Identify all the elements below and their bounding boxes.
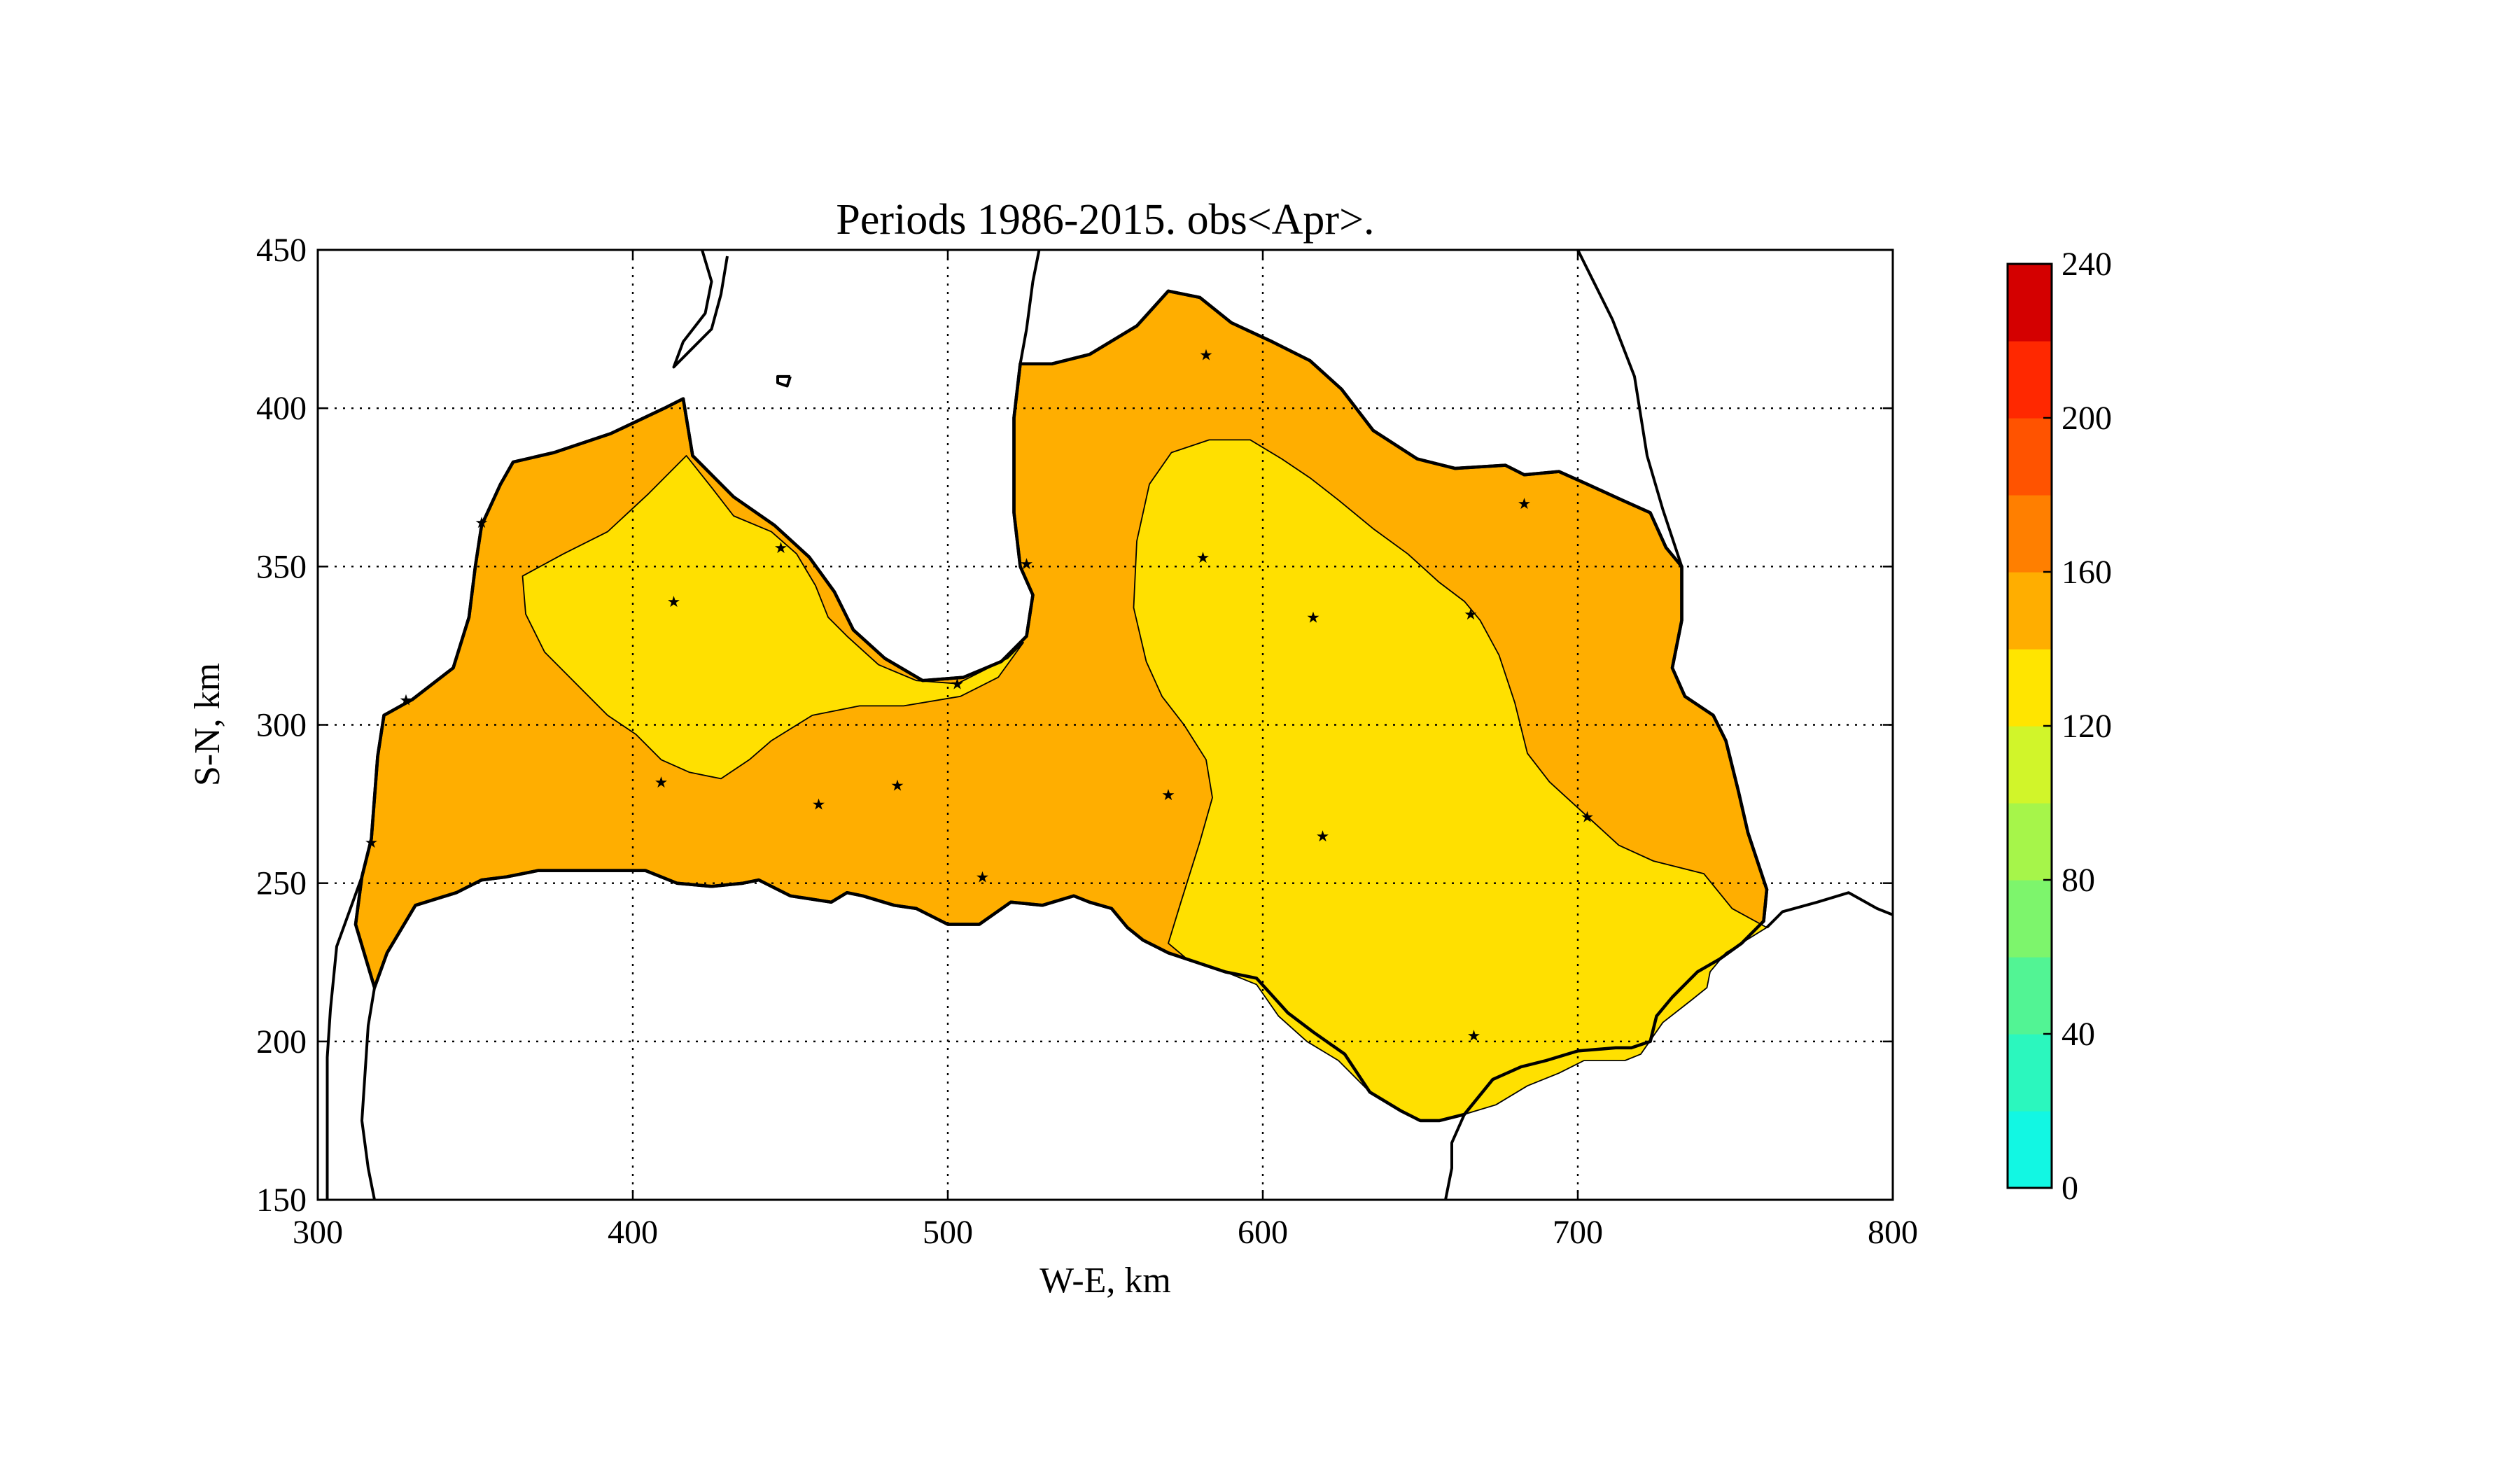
coastline-7 (672, 250, 729, 369)
country-border (354, 289, 1769, 1123)
colorbar-segment (2008, 341, 2052, 419)
colorbar-segment (2008, 1111, 2052, 1189)
station-marker: ★ (1464, 606, 1478, 624)
colorbar-segment (2008, 880, 2052, 958)
x-axis-ticks: 300 400 500 600 700 800 (293, 250, 1918, 1251)
station-marker: ★ (365, 834, 379, 852)
colorbar-segment (2008, 957, 2052, 1035)
y-tick-label: 200 (256, 1023, 307, 1060)
region-120-140-west (522, 455, 1024, 780)
station-marker: ★ (951, 676, 965, 694)
coastline-1 (326, 876, 363, 1200)
coastline-5 (1576, 250, 1684, 567)
station-marker: ★ (667, 594, 681, 611)
colorbar-segment (2008, 649, 2052, 727)
coastline-2 (360, 987, 376, 1200)
colorbar-segment (2008, 803, 2052, 881)
colorbar-segment (2008, 726, 2052, 804)
x-tick-label: 800 (1868, 1214, 1918, 1251)
y-tick-label: 400 (256, 390, 307, 427)
y-tick-label: 450 (256, 232, 307, 269)
y-tick-label: 150 (256, 1182, 307, 1219)
station-marker: ★ (399, 692, 413, 709)
station-marker: ★ (1199, 346, 1213, 364)
x-tick-label: 500 (923, 1214, 973, 1251)
map-area: ★ ★ ★ ★ ★ ★ ★ ★ ★ ★ ★ ★ ★ ★ ★ ★ ★ ★ ★ ★ (318, 250, 1893, 1200)
colorbar: 0 40 80 120 160 200 240 (2006, 246, 2112, 1207)
grid-lines (318, 250, 1893, 1200)
station-marker: ★ (1581, 809, 1595, 827)
chart-title: Periods 1986-2015. obs<Apr>. (836, 196, 1374, 244)
colorbar-tick-label: 40 (2062, 1016, 2095, 1053)
station-marker: ★ (976, 869, 990, 887)
station-marker: ★ (774, 540, 788, 557)
y-axis-label: S-N, km (188, 663, 227, 786)
colorbar-tick-label: 200 (2062, 400, 2112, 437)
y-axis-ticks: 150 200 250 300 350 400 450 (256, 232, 1893, 1219)
coastline-8 (776, 374, 792, 388)
x-tick-label: 300 (293, 1214, 343, 1251)
y-tick-label: 300 (256, 707, 307, 744)
x-axis-label: W-E, km (1040, 1261, 1171, 1301)
station-marker: ★ (1467, 1028, 1481, 1045)
colorbar-segment (2008, 495, 2052, 573)
station-marker: ★ (890, 777, 904, 794)
stations: ★ ★ ★ ★ ★ ★ ★ ★ ★ ★ ★ ★ ★ ★ ★ ★ ★ ★ ★ ★ (365, 346, 1595, 1045)
station-marker: ★ (1161, 787, 1175, 804)
y-tick-label: 350 (256, 548, 307, 585)
colorbar-segment (2008, 572, 2052, 650)
coastline-3 (1765, 891, 1893, 929)
colorbar-segment (2008, 418, 2052, 496)
colorbar-tick-label: 80 (2062, 862, 2095, 899)
y-tick-label: 250 (256, 865, 307, 902)
station-marker: ★ (1196, 550, 1210, 567)
map-layer (326, 250, 1893, 1200)
colorbar-tick-label: 160 (2062, 554, 2112, 591)
station-marker: ★ (654, 774, 668, 792)
station-marker: ★ (1518, 496, 1532, 513)
station-marker: ★ (1316, 828, 1330, 846)
colorbar-tick-label: 120 (2062, 708, 2112, 745)
station-marker: ★ (475, 514, 489, 532)
station-marker: ★ (812, 797, 826, 814)
x-tick-label: 400 (608, 1214, 658, 1251)
colorbar-segment (2008, 264, 2052, 342)
colorbar-segment (2008, 1034, 2052, 1112)
station-marker: ★ (1020, 556, 1034, 573)
colorbar-tick-label: 240 (2062, 246, 2112, 283)
x-tick-label: 600 (1238, 1214, 1288, 1251)
coastline-4 (1444, 1114, 1466, 1200)
x-tick-label: 700 (1553, 1214, 1603, 1251)
coastline-6 (1018, 250, 1041, 365)
colorbar-tick-label: 0 (2062, 1170, 2078, 1207)
station-marker: ★ (1306, 610, 1320, 627)
